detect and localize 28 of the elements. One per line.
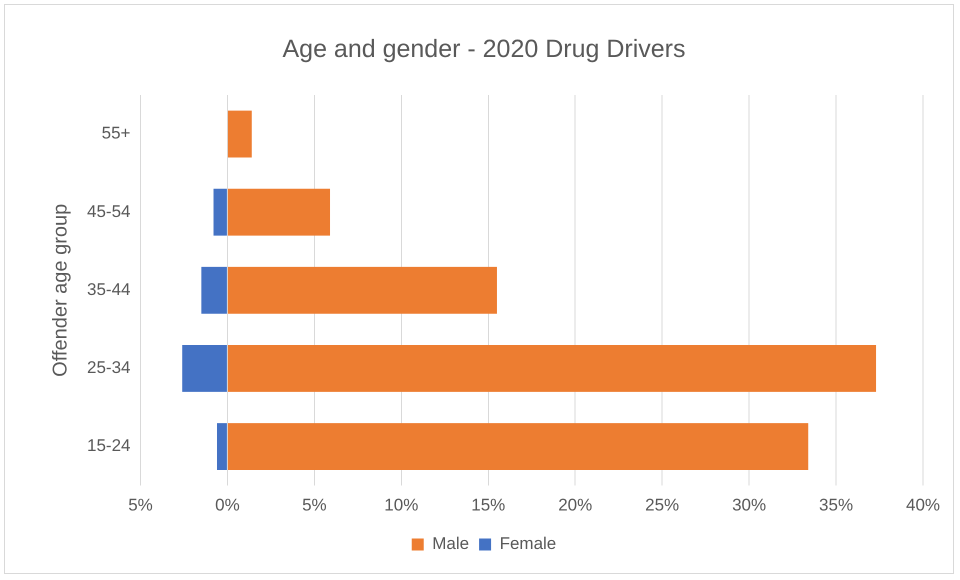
bar xyxy=(214,188,227,236)
y-tick-label: 25-34 xyxy=(86,358,130,378)
bar xyxy=(228,188,330,236)
bar xyxy=(182,344,227,392)
y-axis-title: Offender age group xyxy=(50,204,72,377)
y-tick-label: 45-54 xyxy=(86,202,130,221)
x-tick-label: 25% xyxy=(645,495,680,514)
bar xyxy=(201,266,227,314)
bar xyxy=(228,344,876,392)
x-tick-label: 30% xyxy=(732,495,766,514)
x-tick-label: 20% xyxy=(558,495,592,514)
legend-label: Female xyxy=(500,534,556,554)
y-tick-label: 35-44 xyxy=(86,280,130,299)
x-tick-label: 0% xyxy=(215,495,240,514)
bar xyxy=(228,423,808,470)
x-tick-label: 40% xyxy=(906,495,940,514)
x-tick-label: 15% xyxy=(471,495,506,514)
bar xyxy=(216,423,227,470)
legend-label: Male xyxy=(432,534,470,554)
x-tick-label: 5% xyxy=(128,495,153,514)
bar xyxy=(228,110,252,158)
x-tick-label: 10% xyxy=(384,495,418,514)
x-tick-label: 35% xyxy=(819,495,854,514)
x-tick-label: 5% xyxy=(302,495,327,514)
chart-title: Age and gender - 2020 Drug Drivers xyxy=(282,34,686,63)
y-tick-label: 55+ xyxy=(102,124,131,143)
y-tick-label: 15-24 xyxy=(86,436,130,456)
bar xyxy=(228,266,497,314)
